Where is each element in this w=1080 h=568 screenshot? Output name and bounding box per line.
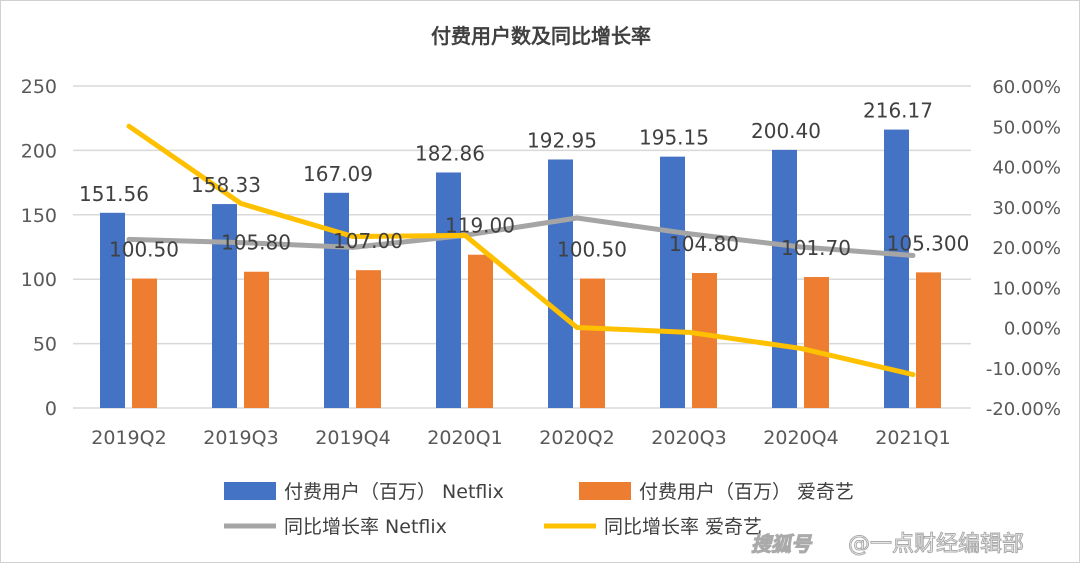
x-tick-label: 2020Q3 [651,427,726,449]
y-right-tick-label: 50.00% [992,117,1061,138]
y-right-tick-label: 60.00% [992,77,1061,98]
x-tick-label: 2019Q4 [315,427,390,449]
bar-netflix [100,212,125,408]
y-left-tick-label: 100 [21,269,57,291]
bar-netflix [772,149,797,408]
legend-swatch [224,482,276,500]
chart-title: 付费用户数及同比增长率 [431,24,651,48]
legend-label: 同比增长率 爱奇艺 [604,516,762,538]
bar-netflix [884,129,909,408]
y-right-tick-label: 30.00% [992,198,1061,219]
bar-iqiyi [804,277,829,408]
data-label: 216.17 [863,99,933,123]
data-label: 192.95 [527,128,597,152]
bar-iqiyi [692,273,717,408]
legend-label: 付费用户（百万） Netflix [284,481,504,503]
y-left-tick-label: 150 [21,205,57,227]
y-right-tick-label: 10.00% [992,278,1061,299]
bar-iqiyi [916,272,941,408]
x-tick-label: 2020Q4 [763,427,838,449]
line-iqiyi-growth [126,123,916,378]
data-label: 200.40 [751,119,821,143]
bar-iqiyi [580,278,605,408]
data-label: 119.00 [445,214,515,238]
data-label: 104.80 [669,232,739,256]
data-label: 182.86 [415,141,485,165]
bar-netflix [548,159,573,408]
y-left-tick-label: 50 [33,334,57,356]
data-label: 101.70 [781,236,851,260]
bar-iqiyi [132,278,157,408]
data-label: 105.80 [221,231,291,255]
bar-netflix [436,172,461,408]
x-tick-label: 2020Q2 [539,427,614,449]
y-left-tick-label: 200 [21,140,57,162]
bar-netflix [324,192,349,408]
data-label: 195.15 [639,126,709,150]
bar-iqiyi [468,254,493,408]
watermark-logo: 搜狐号 [751,532,813,556]
data-label: 151.56 [79,182,149,206]
x-tick-label: 2019Q2 [91,427,166,449]
data-label: 158.33 [191,173,261,197]
y-left-tick-label: 0 [45,398,57,420]
data-label: 100.50 [109,238,179,262]
data-label: 100.50 [557,238,627,262]
line-netflix-growth [126,215,916,258]
watermark-text: @一点财经编辑部 [848,532,1024,557]
data-label: 167.09 [303,162,373,186]
bar-netflix [660,156,685,408]
x-tick-label: 2020Q1 [427,427,502,449]
y-right-tick-label: 40.00% [992,158,1061,179]
y-right-tick-label: 20.00% [992,238,1061,259]
y-left-tick-label: 250 [21,76,57,98]
x-tick-label: 2021Q1 [875,427,950,449]
legend-label: 付费用户（百万） 爱奇艺 [639,481,854,503]
data-label: 105.300 [887,231,970,255]
legend-swatch [579,482,631,500]
bar-netflix [212,204,237,408]
y-right-tick-label: 0.00% [1004,319,1061,340]
bar-iqiyi [356,270,381,408]
y-right-tick-label: -10.00% [986,359,1061,380]
x-tick-label: 2019Q3 [203,427,278,449]
bar-iqiyi [244,271,269,408]
data-label: 107.00 [333,229,403,253]
legend-label: 同比增长率 Netflix [284,516,447,538]
y-right-tick-label: -20.00% [986,399,1061,420]
